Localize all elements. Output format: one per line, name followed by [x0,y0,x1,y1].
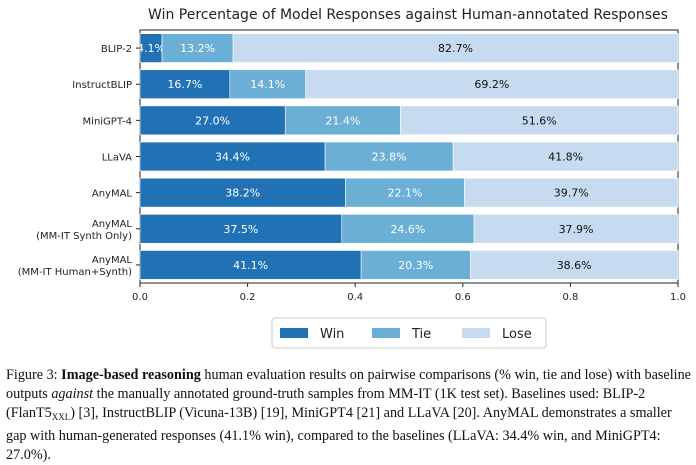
category-label-line: BLIP-2 [101,44,132,55]
bar-win [139,69,231,99]
data-label: 34.4% [215,151,250,164]
category-label: BLIP-2 [101,44,132,55]
category-label: AnyMAL [92,189,133,200]
caption-italic-word: against [51,386,94,402]
bar-lose [232,33,679,63]
bar-tie [341,214,475,244]
caption-text-3: ) [3], InstructBLIP (Vicuna-13B) [19], M… [6,405,672,463]
legend-swatch-lose [462,328,490,338]
x-tick-label: 0.6 [455,292,471,303]
data-label: 38.2% [225,187,260,200]
x-tick-label: 0.0 [132,292,148,303]
data-label: 41.1% [233,259,268,272]
category-label: AnyMAL (MM-IT Synth Only) [36,219,132,242]
category-label-line: (MM-IT Human+Synth) [18,267,132,278]
bar-lose [400,105,679,136]
data-label: 38.6% [557,259,592,272]
data-label: 41.8% [548,151,583,164]
category-label-line: AnyMAL [92,189,133,200]
caption-bold-phrase: Image-based reasoning [61,367,201,383]
category-labels: BLIP-2InstructBLIPMiniGPT-4LLaVAAnyMALAn… [18,44,140,278]
legend-label-tie: Tie [411,327,431,342]
figure-caption: Figure 3: Image-based reasoning human ev… [6,366,692,465]
category-label-line: AnyMAL [92,219,133,230]
data-label: 23.8% [372,151,407,164]
bar-tie [161,33,234,63]
category-label-line: LLaVA [102,153,132,164]
x-tick-label: 0.2 [240,292,256,303]
x-tick-label: 0.8 [562,292,578,303]
bar-win [139,177,346,208]
bar-lose [305,69,679,99]
bars-group: 4.1% 13.2% 82.7% 16.7% 14.1% 69.2% 27.0% 21.4% 5… [137,33,679,280]
data-label: 14.1% [250,78,285,91]
category-label: LLaVA [102,153,132,164]
stacked-bar-chart: Win Percentage of Model Responses agains… [18,7,686,349]
bar-lose [473,214,679,244]
bar-win [139,141,326,172]
bar-tie [229,69,307,99]
bar-win [139,250,362,280]
legend-label-lose: Lose [502,327,532,342]
x-tick-label: 1.0 [670,292,686,303]
legend-label-win: Win [320,327,344,342]
x-axis-ticks: 0.0 0.2 0.4 0.6 0.8 1.0 [132,283,686,303]
data-label: 4.1% [137,42,165,55]
data-label: 37.9% [559,223,594,236]
data-label: 20.3% [398,259,433,272]
data-label: 51.6% [522,114,557,127]
data-label: 16.7% [167,78,202,91]
category-label-line: MiniGPT-4 [83,116,132,127]
data-label: 22.1% [387,187,422,200]
caption-label: Figure 3: [6,367,58,383]
data-label: 13.2% [180,42,215,55]
bar-tie [360,250,471,280]
legend: Win Tie Lose [271,317,547,349]
bar-tie [345,177,465,208]
data-label: 24.6% [390,223,425,236]
category-label: AnyMAL (MM-IT Human+Synth) [18,255,133,278]
data-label: 82.7% [438,42,473,55]
bar-tie [284,105,401,136]
x-tick-label: 0.4 [347,292,363,303]
legend-swatch-tie [372,328,400,338]
data-label: 27.0% [195,114,230,127]
data-label: 37.5% [223,223,258,236]
legend-swatch-win [280,328,308,338]
category-label: InstructBLIP [72,80,132,91]
category-label: MiniGPT-4 [83,116,132,127]
data-label: 21.4% [325,114,360,127]
bar-lose [452,141,679,172]
chart-title: Win Percentage of Model Responses agains… [148,7,668,23]
category-label-line: AnyMAL [92,255,133,266]
caption-subscript: XXL [51,412,71,422]
bar-lose [464,177,679,208]
category-label-line: (MM-IT Synth Only) [36,231,132,242]
category-label-line: InstructBLIP [72,80,132,91]
data-label: 39.7% [554,187,589,200]
legend-frame [271,317,547,349]
caption-text-2: the manually annotated ground-truth samp… [6,386,646,421]
bar-win [139,105,286,136]
data-label: 69.2% [474,78,509,91]
caption-text-1: human evaluation results on pairwise com… [6,367,691,402]
bar-lose [470,250,679,280]
